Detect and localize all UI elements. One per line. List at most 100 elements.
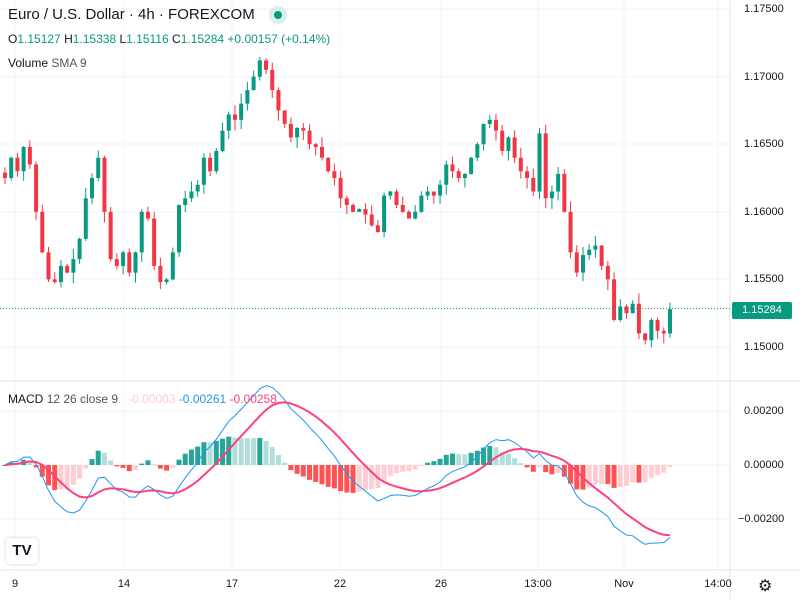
candle-body	[487, 119, 492, 124]
candle-body	[574, 252, 579, 273]
macd-histogram-bar	[307, 465, 313, 480]
macd-histogram-bar	[282, 462, 288, 465]
macd-histogram-bar	[108, 460, 114, 465]
time-axis-label: 17	[225, 578, 239, 590]
macd-histogram-bar	[220, 438, 226, 465]
macd-histogram-bar	[182, 453, 188, 465]
macd-histogram-bar	[394, 465, 400, 474]
macd-histogram-bar	[350, 465, 356, 494]
settings-gear-icon[interactable]: ⚙	[758, 578, 773, 595]
time-axis-label: 14:00	[704, 578, 732, 590]
macd-histogram-bar	[599, 465, 605, 484]
current-price-tag: 1.15284	[732, 302, 792, 319]
candle-body	[512, 137, 517, 158]
volume-legend[interactable]: Volume SMA 9	[8, 56, 87, 70]
macd-histogram-bar	[164, 465, 170, 471]
volume-label: Volume	[8, 56, 49, 70]
macd-line-value: -0.00261	[178, 392, 227, 406]
macd-histogram-bar	[145, 460, 151, 465]
candle-body	[319, 146, 324, 158]
macd-histogram-bar	[275, 455, 281, 465]
macd-histogram-bar	[468, 452, 474, 465]
macd-histogram-bar	[369, 465, 375, 490]
candle-body	[493, 119, 498, 131]
candle-body	[52, 279, 57, 283]
candle-body	[307, 130, 312, 145]
tradingview-logo[interactable]: TV	[6, 538, 38, 564]
macd-histogram-bar	[201, 442, 207, 465]
candle-body	[195, 184, 200, 192]
price-axis-label: 1.16000	[744, 206, 784, 218]
candle-body	[102, 157, 107, 212]
signal-line	[4, 401, 671, 537]
macd-histogram-bar	[667, 465, 673, 468]
macd-signal-value: -0.00258	[229, 392, 277, 406]
candle-body	[108, 211, 113, 260]
candle-body	[630, 303, 635, 314]
time-axis-label: 14	[117, 578, 131, 590]
candle-body	[500, 130, 505, 151]
candle-body	[643, 333, 648, 341]
candle-body	[382, 195, 387, 233]
candle-body	[65, 265, 70, 273]
candle-body	[562, 173, 567, 212]
time-axis-label: 26	[434, 578, 448, 590]
macd-axis-label: −0.00200	[738, 513, 785, 525]
candle-body	[58, 265, 63, 283]
candle-body	[83, 198, 88, 239]
candle-body	[475, 144, 480, 158]
macd-histogram-bar	[518, 463, 524, 465]
candle-body	[549, 191, 554, 199]
macd-histogram-bar	[512, 458, 518, 465]
candle-body	[133, 252, 138, 273]
macd-histogram-bar	[617, 465, 623, 488]
macd-histogram-bar	[95, 450, 101, 465]
macd-histogram-bar	[120, 465, 126, 468]
candle-body	[158, 265, 163, 283]
market-open-status-icon	[268, 6, 287, 25]
candle-body	[288, 123, 293, 138]
price-axis-label: 1.15000	[744, 341, 784, 353]
candle-body	[34, 164, 39, 212]
macd-histogram-bar	[493, 447, 499, 465]
macd-histogram-bar	[114, 465, 120, 467]
macd-histogram-bar	[133, 465, 139, 470]
symbol-name: Euro / U.S. Dollar · 4h · FOREXCOM	[8, 6, 255, 23]
macd-histogram-bar	[530, 465, 536, 472]
macd-histogram-bar	[400, 465, 406, 472]
candle-body	[295, 127, 300, 138]
macd-histogram-bar	[288, 465, 294, 471]
candle-body	[450, 164, 455, 172]
macd-histogram-bar	[33, 465, 39, 468]
macd-legend[interactable]: MACD 12 26 close 9 -0.00003 -0.00261 -0.…	[8, 392, 277, 406]
high-value: 1.15338	[72, 32, 117, 46]
macd-histogram-bar	[630, 465, 636, 483]
candle-body	[649, 319, 654, 341]
candle-body	[537, 133, 542, 192]
open-value: 1.15127	[17, 32, 61, 46]
candle-body	[338, 178, 343, 199]
macd-histogram-bar	[356, 465, 362, 492]
candle-body	[413, 211, 418, 219]
candle-body	[400, 205, 405, 212]
candle-body	[121, 252, 126, 266]
candle-body	[251, 76, 256, 91]
candle-body	[363, 209, 368, 215]
macd-histogram-bar	[269, 447, 275, 465]
candle-body	[208, 157, 213, 172]
candle-body	[518, 157, 523, 172]
volume-sma-label: SMA 9	[51, 56, 87, 70]
price-axis-label: 1.17000	[744, 71, 784, 83]
macd-histogram-bar	[89, 459, 95, 465]
symbol-title[interactable]: Euro / U.S. Dollar · 4h · FOREXCOM	[8, 6, 287, 25]
candle-body	[239, 103, 244, 120]
candle-body	[618, 306, 623, 320]
macd-histogram-bar	[623, 465, 629, 486]
macd-histogram-bar	[58, 465, 64, 490]
change-value: +0.00157 (+0.14%)	[227, 32, 331, 46]
candle-body	[369, 214, 374, 226]
candle-body	[568, 211, 573, 253]
candle-body	[326, 157, 331, 172]
candle-body	[444, 164, 449, 185]
